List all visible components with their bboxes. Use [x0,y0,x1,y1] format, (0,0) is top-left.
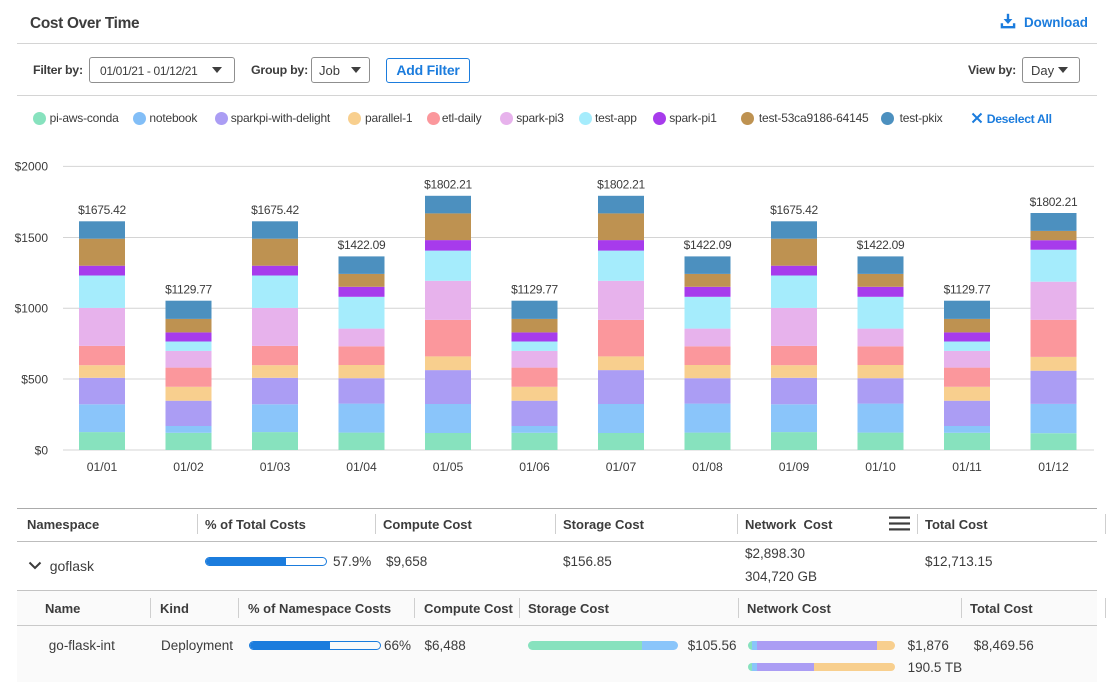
svg-text:$1675.42: $1675.42 [78,203,126,217]
svg-text:$2000: $2000 [15,160,49,174]
svg-text:$1675.42: $1675.42 [251,203,299,217]
svg-text:01/03: 01/03 [260,460,291,474]
svg-text:$1675.42: $1675.42 [770,203,818,217]
svg-text:01/10: 01/10 [865,460,896,474]
svg-text:$1129.77: $1129.77 [944,283,991,297]
svg-text:$1422.09: $1422.09 [684,238,732,252]
svg-text:01/11: 01/11 [952,460,982,474]
svg-text:01/06: 01/06 [519,460,550,474]
svg-text:$1000: $1000 [15,302,49,316]
svg-text:$1129.77: $1129.77 [165,283,212,297]
svg-text:$1802.21: $1802.21 [424,178,472,192]
svg-text:01/08: 01/08 [692,460,723,474]
svg-text:$1802.21: $1802.21 [597,178,645,192]
svg-text:01/02: 01/02 [173,460,204,474]
svg-text:$500: $500 [21,372,48,386]
svg-text:$1802.21: $1802.21 [1030,195,1078,209]
svg-text:$1129.77: $1129.77 [511,283,558,297]
svg-text:$0: $0 [35,443,49,457]
svg-text:01/12: 01/12 [1038,460,1069,474]
svg-text:01/05: 01/05 [433,460,464,474]
svg-text:01/04: 01/04 [346,460,377,474]
svg-text:$1500: $1500 [15,231,49,245]
svg-text:$1422.09: $1422.09 [857,238,905,252]
svg-text:01/09: 01/09 [779,460,810,474]
svg-text:01/07: 01/07 [606,460,637,474]
svg-text:01/01: 01/01 [87,460,118,474]
svg-text:$1422.09: $1422.09 [338,238,386,252]
